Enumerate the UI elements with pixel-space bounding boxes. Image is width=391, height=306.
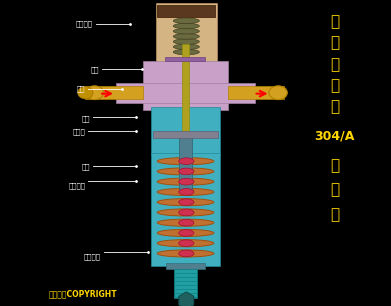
Bar: [167, 263, 204, 269]
Bar: [151, 107, 220, 155]
Text: 控制弹簧: 控制弹簧: [76, 21, 93, 27]
Text: 器: 器: [330, 207, 339, 222]
Bar: [165, 57, 204, 61]
Ellipse shape: [179, 250, 194, 257]
Text: 压: 压: [330, 78, 339, 93]
Bar: [174, 265, 197, 298]
Text: 304/A: 304/A: [314, 130, 355, 143]
Ellipse shape: [157, 168, 214, 175]
Ellipse shape: [157, 209, 214, 216]
Ellipse shape: [179, 158, 194, 165]
Ellipse shape: [173, 34, 199, 39]
Text: 指: 指: [330, 158, 339, 173]
Bar: [182, 44, 189, 139]
Text: 调: 调: [330, 57, 339, 72]
Ellipse shape: [173, 49, 199, 55]
Ellipse shape: [173, 23, 199, 29]
Bar: [116, 83, 255, 103]
Ellipse shape: [157, 178, 214, 185]
Text: 支撑板: 支撑板: [73, 129, 85, 136]
Text: 奥: 奥: [330, 35, 339, 50]
Text: 挥: 挥: [330, 182, 339, 197]
Text: 控制弹簧: 控制弹簧: [68, 183, 85, 189]
Bar: [156, 3, 217, 67]
Bar: [157, 5, 215, 17]
Bar: [179, 136, 192, 190]
Ellipse shape: [157, 219, 214, 226]
Bar: [85, 86, 143, 99]
Text: 下盖: 下盖: [81, 163, 90, 170]
Ellipse shape: [173, 44, 199, 50]
Ellipse shape: [85, 86, 104, 100]
Ellipse shape: [179, 199, 194, 206]
Ellipse shape: [157, 188, 214, 196]
Ellipse shape: [173, 39, 199, 44]
Ellipse shape: [269, 86, 287, 100]
Ellipse shape: [179, 230, 194, 236]
Text: 飞: 飞: [330, 14, 339, 29]
Ellipse shape: [173, 18, 199, 24]
Bar: [151, 153, 220, 266]
Ellipse shape: [179, 178, 194, 185]
Bar: [228, 86, 284, 99]
Ellipse shape: [157, 230, 214, 237]
Text: 阀: 阀: [330, 99, 339, 115]
Ellipse shape: [157, 250, 214, 257]
Ellipse shape: [179, 168, 194, 175]
Bar: [152, 131, 219, 138]
Text: 中体: 中体: [81, 115, 90, 122]
Ellipse shape: [78, 87, 93, 99]
Ellipse shape: [157, 199, 214, 206]
Ellipse shape: [173, 28, 199, 34]
Ellipse shape: [179, 209, 194, 216]
Bar: [143, 61, 228, 110]
Text: 阀芯: 阀芯: [91, 66, 99, 73]
Text: 调节螺钉: 调节螺钉: [84, 253, 100, 260]
Text: 喉嘴: 喉嘴: [77, 85, 85, 92]
Ellipse shape: [157, 240, 214, 247]
Ellipse shape: [179, 240, 194, 247]
Ellipse shape: [179, 219, 194, 226]
Text: 东方仿真COPYRIGHT: 东方仿真COPYRIGHT: [48, 289, 117, 298]
Ellipse shape: [157, 158, 214, 165]
Ellipse shape: [179, 188, 194, 195]
